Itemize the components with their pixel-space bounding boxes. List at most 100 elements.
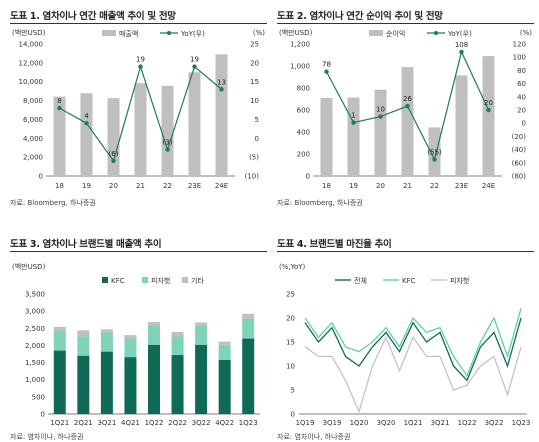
y2-tick-label: (40) — [512, 146, 527, 154]
x-tick-label: 1Q23 — [512, 419, 531, 427]
source-note: 자료: Bloomberg, 하나증권 — [10, 199, 96, 207]
bar — [482, 56, 495, 176]
title-rule — [10, 251, 267, 252]
revenue-chart: (백만USD) (%) 매출액 YoY(우) 0 2,000 4,000 6,000 8,000… — [12, 28, 265, 190]
yoy-data-label: (3) — [163, 139, 173, 147]
y2-tick-label: 40 — [517, 93, 526, 101]
series-line — [304, 317, 522, 382]
stacked-bar-segment — [148, 325, 160, 345]
y-tick-label: 3,000 — [25, 308, 45, 316]
x-tick-label: 20 — [109, 182, 118, 190]
stacked-bar-segment — [218, 341, 231, 345]
panel-title: 도표 1. 염차이나 연간 매출액 추이 및 전망 — [10, 11, 176, 22]
bar — [53, 96, 66, 176]
y2-tick-label: 0 — [522, 120, 526, 128]
y2-tick-label: 20 — [250, 59, 259, 67]
y-tick-label: 6,000 — [23, 116, 43, 124]
yoy-data-label: 1 — [351, 112, 355, 120]
y-tick-label: 200 — [297, 151, 310, 159]
y2-tick-label: 120 — [513, 41, 526, 49]
x-tick-label: 1Q21 — [404, 419, 423, 427]
stacked-bar-segment — [124, 357, 137, 414]
y-tick-label: 3,500 — [25, 291, 45, 299]
y-tick-label: 4,000 — [23, 135, 43, 143]
panel-title: 도표 2. 염차이나 연간 순이익 추이 및 전망 — [277, 11, 443, 22]
source-note: 자료: Bloomberg, 하나증권 — [277, 199, 363, 207]
yoy-data-label: 78 — [322, 61, 331, 69]
yoy-data-label: (55) — [427, 149, 442, 157]
stacked-bar-segment — [195, 322, 208, 326]
y-axis-unit: (%,YoY) — [279, 263, 306, 271]
stacked-bar-segment — [218, 359, 231, 414]
y2-tick-label: (10) — [245, 173, 260, 181]
yoy-data-label: 4 — [84, 112, 89, 120]
x-tick-label: 21 — [403, 182, 412, 190]
title-rule — [10, 23, 267, 24]
source-note: 자료: 염차이나, 하나증권 — [10, 433, 84, 441]
y-tick-label: 20 — [286, 315, 295, 323]
legend-marker — [434, 31, 438, 35]
bar — [455, 75, 468, 176]
y2-tick-label: 10 — [250, 97, 259, 105]
source-note: 자료: 염차이나, 하나증권 — [277, 433, 351, 441]
y-tick-label: 10,000 — [19, 78, 44, 86]
y-tick-label: 600 — [297, 107, 310, 115]
yoy-data-label: (6) — [109, 150, 119, 158]
x-tick-label: 18 — [322, 182, 331, 190]
x-tick-label: 18 — [55, 182, 64, 190]
y2-tick-label: (60) — [512, 159, 527, 167]
yoy-data-label: 19 — [190, 56, 199, 64]
x-tick-label: 2Q21 — [74, 419, 93, 427]
stacked-bar-segment — [171, 336, 184, 356]
bar — [320, 97, 333, 176]
stacked-bar-segment — [124, 338, 137, 358]
stacked-bar-segment — [171, 332, 184, 337]
y-axis-unit: (백만USD) — [12, 28, 46, 37]
bar — [80, 93, 93, 176]
y-tick-label: 25 — [286, 291, 295, 299]
panel-annual-revenue: 도표 1. 염차이나 연간 매출액 추이 및 전망 (백만USD) (%) 매출액 Y… — [10, 8, 267, 218]
y2-tick-label: 80 — [517, 67, 526, 75]
legend-label: YoY(우) — [447, 30, 472, 38]
yoy-point — [324, 69, 329, 74]
stacked-bar-segment — [124, 335, 137, 339]
y-tick-label: 2,000 — [23, 154, 43, 162]
legend-label: 매출액 — [119, 29, 138, 38]
stacked-bar-segment — [77, 330, 90, 337]
panel-annual-net-income: 도표 2. 염차이나 연간 순이익 추이 및 전망 (백만USD) (%) 순이익 Y… — [277, 8, 534, 218]
yoy-point — [432, 157, 437, 162]
bar — [134, 83, 147, 176]
x-tick-label: 23E — [455, 182, 468, 190]
legend-swatch-bar — [102, 30, 116, 36]
bar — [188, 72, 201, 176]
y2-tick-label: 100 — [513, 54, 526, 62]
yoy-point — [192, 64, 197, 69]
y-tick-label: 8,000 — [23, 97, 43, 105]
yoy-point — [459, 49, 464, 55]
y-tick-label: 10 — [286, 363, 295, 371]
x-tick-label: 19 — [82, 182, 91, 190]
yoy-data-label: 10 — [376, 106, 385, 114]
title-rule — [277, 23, 534, 24]
y2-tick-label: 25 — [250, 41, 259, 49]
yoy-point — [111, 158, 116, 164]
x-tick-label: 1Q22 — [145, 419, 164, 427]
y-tick-label: 5 — [291, 387, 295, 395]
legend-label: KFC — [111, 277, 125, 285]
y2-tick-label: 15 — [250, 78, 259, 86]
y2-tick-label: (20) — [512, 133, 527, 141]
yoy-point — [57, 105, 62, 111]
yoy-point — [219, 87, 224, 92]
yoy-point — [486, 107, 491, 113]
yoy-point — [138, 64, 143, 69]
stacked-bar-segment — [242, 318, 255, 339]
y-tick-label: 0 — [41, 411, 45, 419]
y-tick-label: 2,000 — [25, 342, 45, 350]
bar — [401, 67, 414, 176]
bar — [215, 54, 228, 176]
x-tick-label: 4Q22 — [215, 419, 234, 427]
y2-tick-label: 60 — [517, 80, 526, 88]
y-tick-label: 1,200 — [290, 41, 310, 49]
x-tick-label: 3Q22 — [192, 419, 211, 427]
legend-label: 기타 — [191, 276, 204, 285]
